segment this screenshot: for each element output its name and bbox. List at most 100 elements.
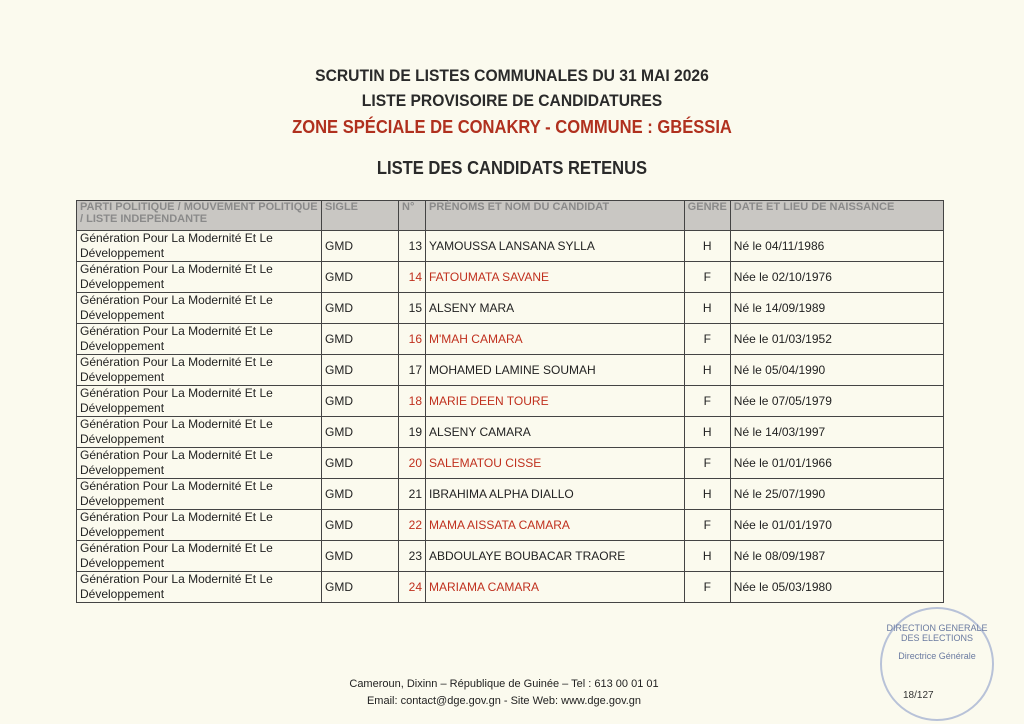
cell-party: Génération Pour La Modernité Et Le Dével…	[76, 509, 322, 541]
cell-birth: Né le 14/03/1997	[729, 416, 945, 448]
cell-genre: F	[683, 509, 731, 541]
cell-birth: Née le 02/10/1976	[729, 261, 945, 293]
footer-address: Cameroun, Dixinn – République de Guinée …	[349, 678, 659, 690]
column-header: GENRE	[683, 200, 731, 231]
column-header: DATE ET LIEU DE NAISSANCE	[729, 200, 945, 231]
table-row: Génération Pour La Modernité Et Le Dével…	[76, 478, 945, 510]
table-row: Génération Pour La Modernité Et Le Dével…	[76, 416, 945, 448]
cell-sigle: GMD	[321, 478, 399, 510]
table-row: Génération Pour La Modernité Et Le Dével…	[76, 354, 945, 386]
cell-party: Génération Pour La Modernité Et Le Dével…	[76, 447, 322, 479]
official-stamp: DIRECTION GENERALE DES ELECTIONS Directri…	[880, 607, 994, 721]
cell-party: Génération Pour La Modernité Et Le Dével…	[76, 230, 322, 262]
cell-party: Génération Pour La Modernité Et Le Dével…	[76, 571, 322, 603]
column-header: PARTI POLITIQUE / MOUVEMENT POLITIQUE / …	[76, 200, 322, 231]
cell-genre: F	[683, 323, 731, 355]
cell-genre: H	[683, 292, 731, 324]
cell-birth: Née le 01/01/1970	[729, 509, 945, 541]
cell-name: ABDOULAYE BOUBACAR TRAORE	[425, 540, 685, 572]
cell-party: Génération Pour La Modernité Et Le Dével…	[76, 292, 322, 324]
cell-genre: F	[683, 571, 731, 603]
cell-birth: Né le 05/04/1990	[729, 354, 945, 386]
cell-num: 24	[398, 571, 426, 603]
cell-party: Génération Pour La Modernité Et Le Dével…	[76, 540, 322, 572]
cell-genre: H	[683, 540, 731, 572]
table-row: Génération Pour La Modernité Et Le Dével…	[76, 230, 945, 262]
cell-sigle: GMD	[321, 354, 399, 386]
cell-num: 21	[398, 478, 426, 510]
cell-genre: F	[683, 447, 731, 479]
cell-sigle: GMD	[321, 416, 399, 448]
cell-birth: Née le 07/05/1979	[729, 385, 945, 417]
cell-party: Génération Pour La Modernité Et Le Dével…	[76, 416, 322, 448]
cell-num: 19	[398, 416, 426, 448]
table-row: Génération Pour La Modernité Et Le Dével…	[76, 571, 945, 603]
table-row: Génération Pour La Modernité Et Le Dével…	[76, 385, 945, 417]
cell-num: 20	[398, 447, 426, 479]
page-number: 18/127	[903, 690, 934, 701]
cell-name: ALSENY CAMARA	[425, 416, 685, 448]
cell-party: Génération Pour La Modernité Et Le Dével…	[76, 478, 322, 510]
title-election: SCRUTIN DE LISTES COMMUNALES DU 31 MAI 2…	[315, 66, 709, 85]
cell-sigle: GMD	[321, 292, 399, 324]
cell-sigle: GMD	[321, 509, 399, 541]
cell-name: MARIAMA CAMARA	[425, 571, 685, 603]
cell-name: FATOUMATA SAVANE	[425, 261, 685, 293]
table-row: Génération Pour La Modernité Et Le Dével…	[76, 540, 945, 572]
cell-party: Génération Pour La Modernité Et Le Dével…	[76, 354, 322, 386]
cell-genre: H	[683, 230, 731, 262]
cell-genre: F	[683, 261, 731, 293]
cell-num: 17	[398, 354, 426, 386]
title-list: LISTE PROVISOIRE DE CANDIDATURES	[361, 91, 663, 110]
cell-sigle: GMD	[321, 385, 399, 417]
cell-sigle: GMD	[321, 230, 399, 262]
cell-genre: H	[683, 354, 731, 386]
column-header: PRÉNOMS ET NOM DU CANDIDAT	[425, 200, 685, 231]
stamp-text: DIRECTION GENERALE DES ELECTIONS	[886, 623, 988, 643]
cell-birth: Né le 14/09/1989	[729, 292, 945, 324]
cell-num: 13	[398, 230, 426, 262]
candidates-table: PARTI POLITIQUE / MOUVEMENT POLITIQUE / …	[76, 200, 945, 603]
cell-birth: Née le 01/03/1952	[729, 323, 945, 355]
table-row: Génération Pour La Modernité Et Le Dével…	[76, 509, 945, 541]
table-row: Génération Pour La Modernité Et Le Dével…	[76, 447, 945, 479]
cell-birth: Né le 25/07/1990	[729, 478, 945, 510]
stamp-sub: Directrice Générale	[898, 651, 976, 661]
cell-name: YAMOUSSA LANSANA SYLLA	[425, 230, 685, 262]
cell-name: MARIE DEEN TOURE	[425, 385, 685, 417]
cell-num: 15	[398, 292, 426, 324]
cell-num: 16	[398, 323, 426, 355]
cell-party: Génération Pour La Modernité Et Le Dével…	[76, 385, 322, 417]
cell-num: 14	[398, 261, 426, 293]
footer: Cameroun, Dixinn – République de Guinée …	[0, 676, 1016, 710]
cell-name: M'MAH CAMARA	[425, 323, 685, 355]
cell-sigle: GMD	[321, 447, 399, 479]
cell-name: MOHAMED LAMINE SOUMAH	[425, 354, 685, 386]
cell-name: IBRAHIMA ALPHA DIALLO	[425, 478, 685, 510]
cell-num: 22	[398, 509, 426, 541]
cell-num: 23	[398, 540, 426, 572]
cell-genre: F	[683, 385, 731, 417]
footer-contact: Email: contact@dge.gov.gn - Site Web: ww…	[366, 695, 642, 707]
cell-party: Génération Pour La Modernité Et Le Dével…	[76, 261, 322, 293]
cell-sigle: GMD	[321, 261, 399, 293]
cell-num: 18	[398, 385, 426, 417]
cell-birth: Née le 01/01/1966	[729, 447, 945, 479]
table-row: Génération Pour La Modernité Et Le Dével…	[76, 261, 945, 293]
cell-name: SALEMATOU CISSE	[425, 447, 685, 479]
cell-birth: Née le 05/03/1980	[729, 571, 945, 603]
cell-name: MAMA AISSATA CAMARA	[425, 509, 685, 541]
cell-genre: H	[683, 478, 731, 510]
cell-sigle: GMD	[321, 540, 399, 572]
cell-birth: Né le 04/11/1986	[729, 230, 945, 262]
cell-name: ALSENY MARA	[425, 292, 685, 324]
table-row: Génération Pour La Modernité Et Le Dével…	[76, 292, 945, 324]
table-row: Génération Pour La Modernité Et Le Dével…	[76, 323, 945, 355]
cell-sigle: GMD	[321, 323, 399, 355]
column-header: N°	[398, 200, 426, 231]
title-retained: LISTE DES CANDIDATS RETENUS	[376, 158, 648, 178]
cell-sigle: GMD	[321, 571, 399, 603]
cell-birth: Né le 08/09/1987	[729, 540, 945, 572]
column-header: SIGLE	[321, 200, 399, 231]
title-zone: ZONE SPÉCIALE DE CONAKRY - COMMUNE : GBÉ…	[292, 117, 732, 137]
